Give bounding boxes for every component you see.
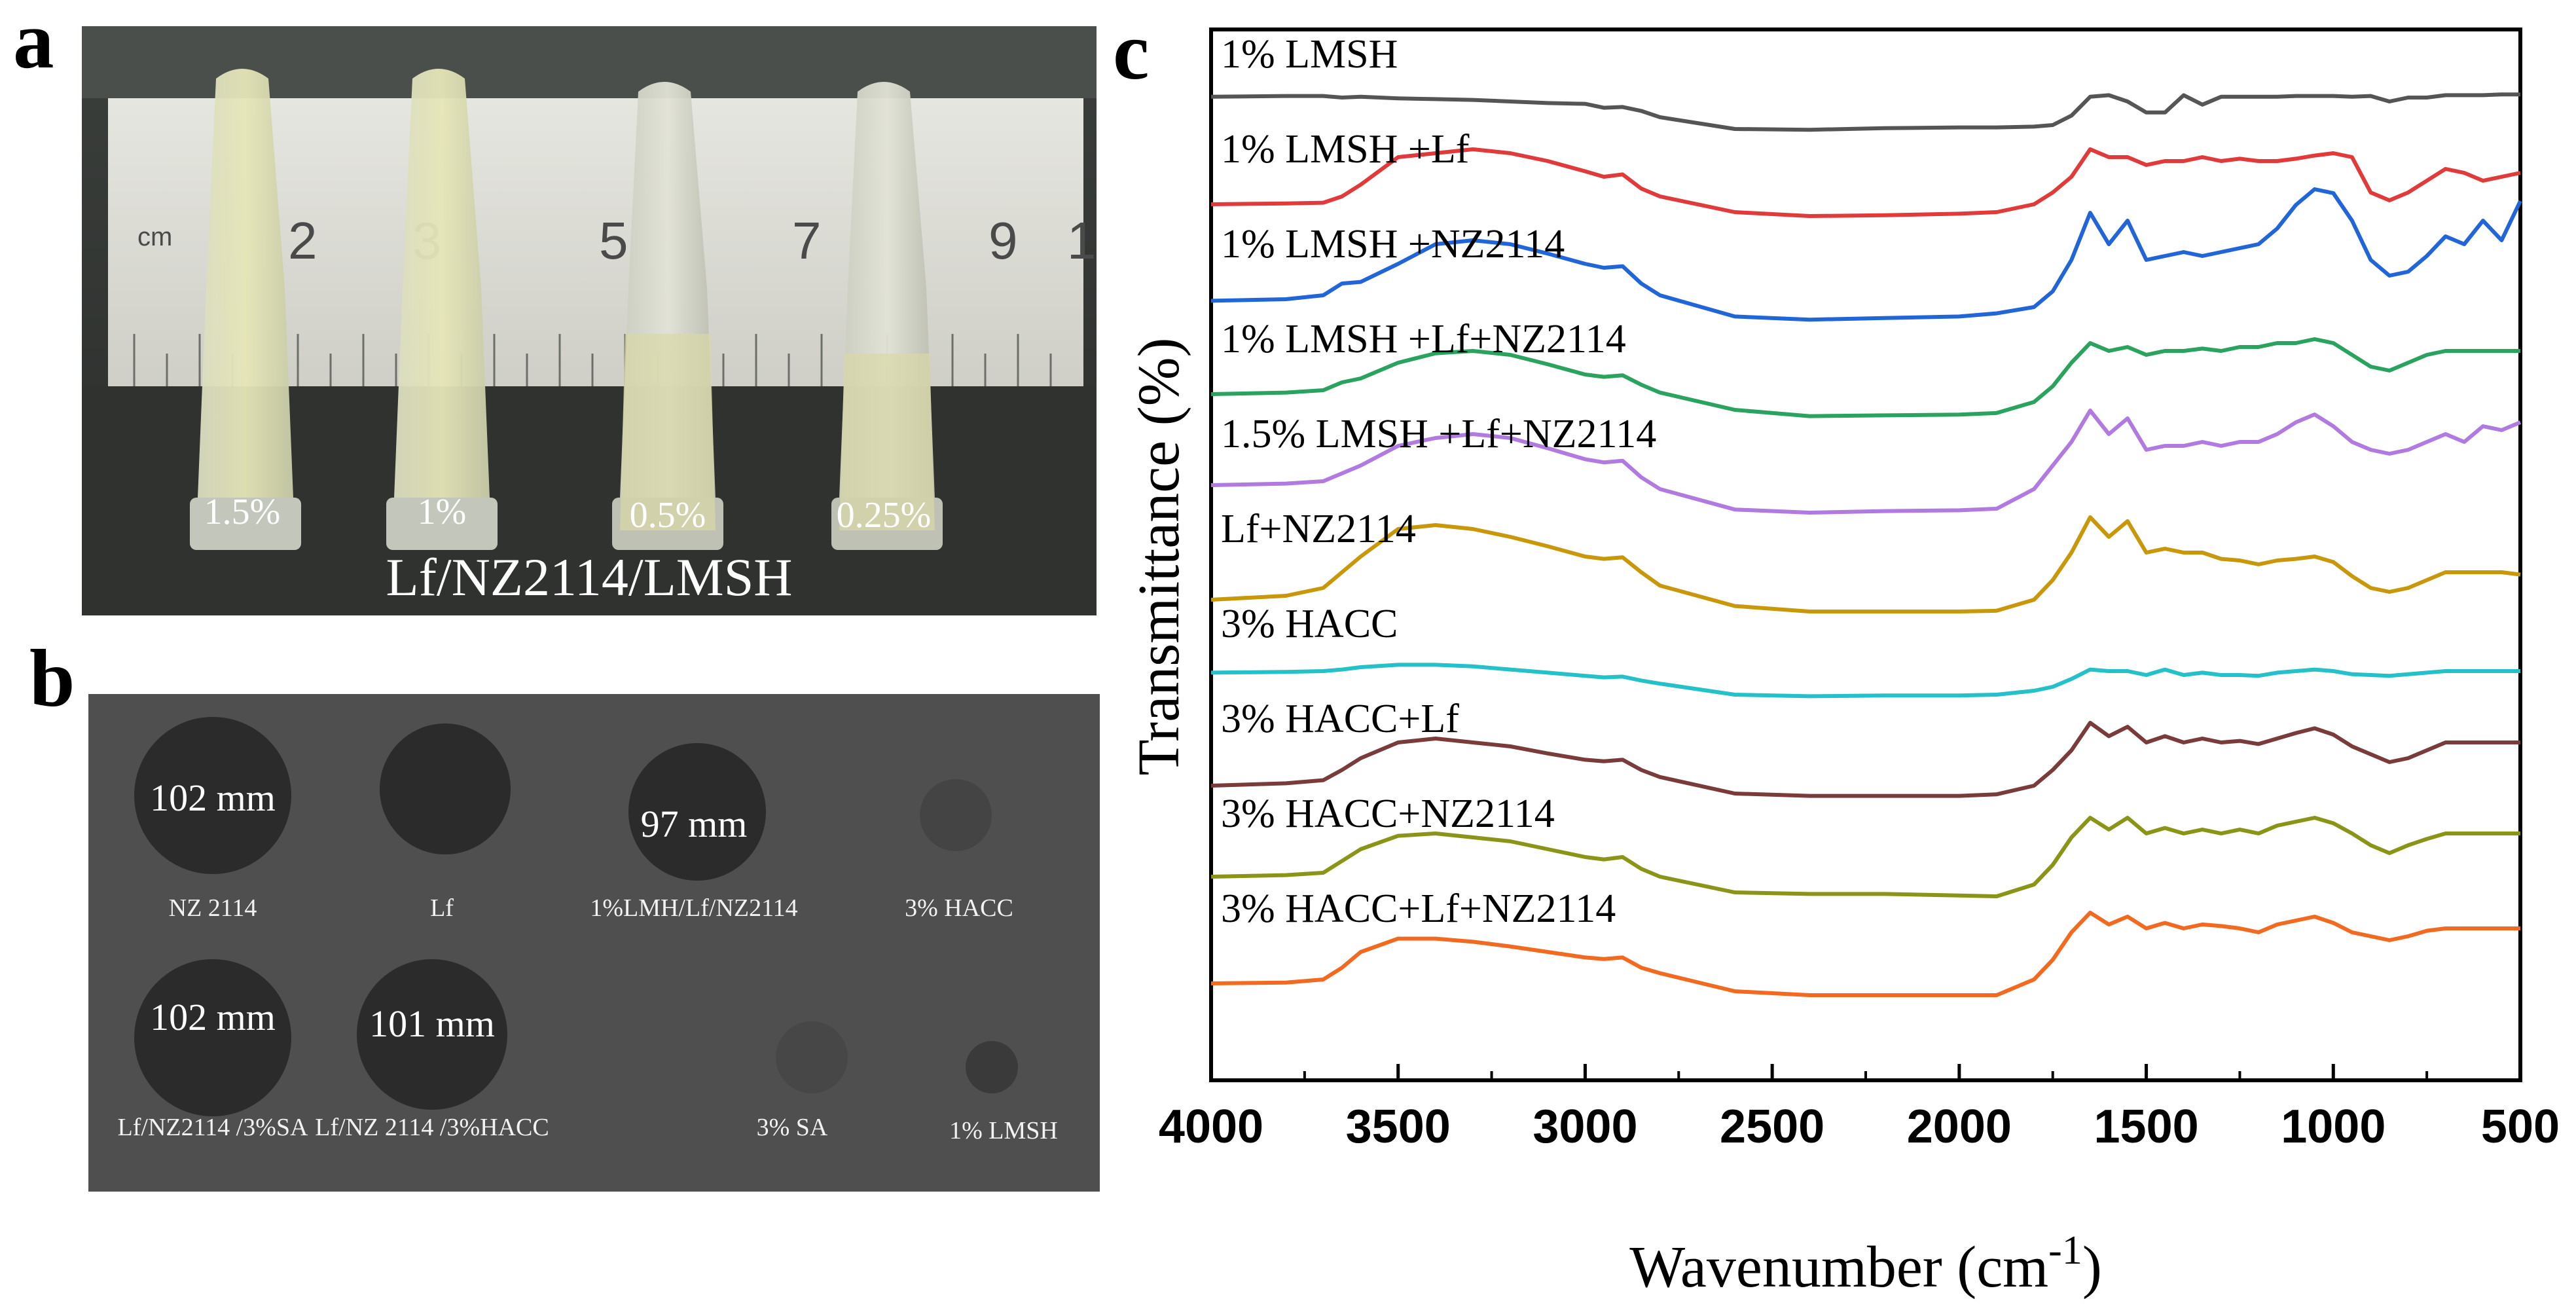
x-tick-label: 1000 bbox=[2281, 1101, 2386, 1153]
x-axis: 4000 3500 3000 2500 2000 1500 1000 500 bbox=[1159, 1064, 2560, 1153]
spectrum-line bbox=[1210, 92, 2520, 132]
ruler-number: 1 bbox=[1067, 211, 1097, 270]
spectrum-label: Lf+NZ2114 bbox=[1221, 507, 1416, 551]
x-tick-label: 4000 bbox=[1159, 1101, 1263, 1153]
photo-caption: Lf/NZ2114/LMSH bbox=[386, 547, 793, 607]
zone-diameter: 102 mm bbox=[150, 777, 276, 819]
tube-label: 0.5% bbox=[629, 495, 706, 536]
agar-plate: 102 mm 97 mm 102 mm 101 mm NZ 2114 Lf 1%… bbox=[88, 694, 1100, 1192]
zone-label: Lf/NZ 2114 /3%HACC bbox=[315, 1114, 549, 1141]
ruler-number: 7 bbox=[792, 211, 822, 270]
inhibition-zone bbox=[920, 779, 992, 851]
panel-letter-c: c bbox=[1113, 7, 1149, 97]
spectrum-label: 3% HACC bbox=[1221, 602, 1398, 646]
inhibition-zone bbox=[134, 717, 291, 874]
spectrum-label: 1% LMSH +Lf+NZ2114 bbox=[1221, 317, 1626, 361]
spectrum-label: 3% HACC+Lf+NZ2114 bbox=[1221, 886, 1616, 931]
ruler-number: 5 bbox=[599, 211, 628, 270]
spectrum-line bbox=[1210, 515, 2521, 613]
x-tick-label: 3500 bbox=[1346, 1101, 1451, 1153]
x-tick-label: 2500 bbox=[1720, 1101, 1824, 1153]
panel-letter-b: b bbox=[29, 634, 75, 724]
zone-label: Lf/NZ2114 /3%SA bbox=[117, 1114, 308, 1141]
spectra bbox=[1210, 92, 2522, 997]
zone-label: NZ 2114 bbox=[168, 894, 257, 922]
inhibition-zone bbox=[628, 743, 766, 881]
spectrum-line bbox=[1210, 911, 2520, 997]
inhibition-zone bbox=[357, 959, 507, 1110]
tube-label: 1.5% bbox=[204, 492, 281, 532]
zone-label: Lf bbox=[430, 894, 454, 922]
x-tick-label: 1500 bbox=[2094, 1101, 2198, 1153]
x-tick-label: 500 bbox=[2481, 1101, 2560, 1153]
zone-diameter: 102 mm bbox=[150, 996, 276, 1038]
inhibition-zone bbox=[380, 723, 511, 854]
spectrum-line bbox=[1210, 721, 2520, 798]
y-axis-title: Transmittance (%) bbox=[1127, 337, 1191, 775]
tube-label: 1% bbox=[417, 492, 467, 532]
x-tick-label: 2000 bbox=[1907, 1101, 2012, 1153]
spectrum-label: 1.5% LMSH +Lf+NZ2114 bbox=[1221, 412, 1656, 456]
inhibition-zone bbox=[134, 959, 291, 1116]
spectrum-line bbox=[1210, 663, 2520, 699]
inhibition-zone bbox=[966, 1041, 1018, 1093]
spectrum-label: 1% LMSH bbox=[1221, 32, 1398, 77]
spectrum-label: 3% HACC+NZ2114 bbox=[1221, 792, 1555, 836]
zone-label: 3% SA bbox=[756, 1114, 828, 1141]
zone-label: 1% LMSH bbox=[949, 1117, 1058, 1144]
spectrum-line bbox=[1210, 147, 2521, 218]
tube-1 bbox=[190, 69, 301, 550]
spectrum-line bbox=[1210, 187, 2522, 322]
zone-diameter: 101 mm bbox=[369, 1002, 495, 1045]
spectra-labels: 1% LMSH 1% LMSH +Lf 1% LMSH +NZ2114 1% LMSH… bbox=[1221, 32, 1656, 931]
tube-photo: cm 2 3 5 7 9 1 1.5% 1% 0.5% bbox=[82, 26, 1097, 615]
x-tick-label: 3000 bbox=[1533, 1101, 1637, 1153]
spectrum-line bbox=[1210, 816, 2520, 898]
zone-label: 1%LMH/Lf/NZ2114 bbox=[590, 894, 798, 922]
tube-4 bbox=[831, 82, 943, 550]
panel-letter-a: a bbox=[13, 0, 54, 86]
x-axis-title: Wavenumber (cm-1) bbox=[1629, 1228, 2102, 1300]
zone-label: 3% HACC bbox=[905, 894, 1013, 922]
ftir-chart: c 4000 3500 3000 2500 2000 1500 1000 500 1% LMS… bbox=[1113, 7, 2560, 1300]
spectrum-label: 3% HACC+Lf bbox=[1221, 697, 1459, 741]
inhibition-zone bbox=[776, 1021, 848, 1093]
spectrum-line bbox=[1210, 337, 2520, 418]
spectrum-label: 1% LMSH +Lf bbox=[1221, 127, 1470, 172]
zone-diameter: 97 mm bbox=[640, 803, 748, 845]
tube-label: 0.25% bbox=[836, 495, 932, 536]
ruler-number: 2 bbox=[288, 211, 317, 270]
tube-3 bbox=[612, 82, 723, 550]
spectrum-label: 1% LMSH +NZ2114 bbox=[1221, 222, 1565, 266]
ruler-number: 9 bbox=[989, 211, 1018, 270]
ruler-unit: cm bbox=[137, 223, 172, 251]
spectrum-line bbox=[1210, 409, 2522, 515]
tube-2 bbox=[386, 69, 498, 550]
tube-photo-graphic: cm 2 3 5 7 9 1 bbox=[82, 26, 1097, 615]
